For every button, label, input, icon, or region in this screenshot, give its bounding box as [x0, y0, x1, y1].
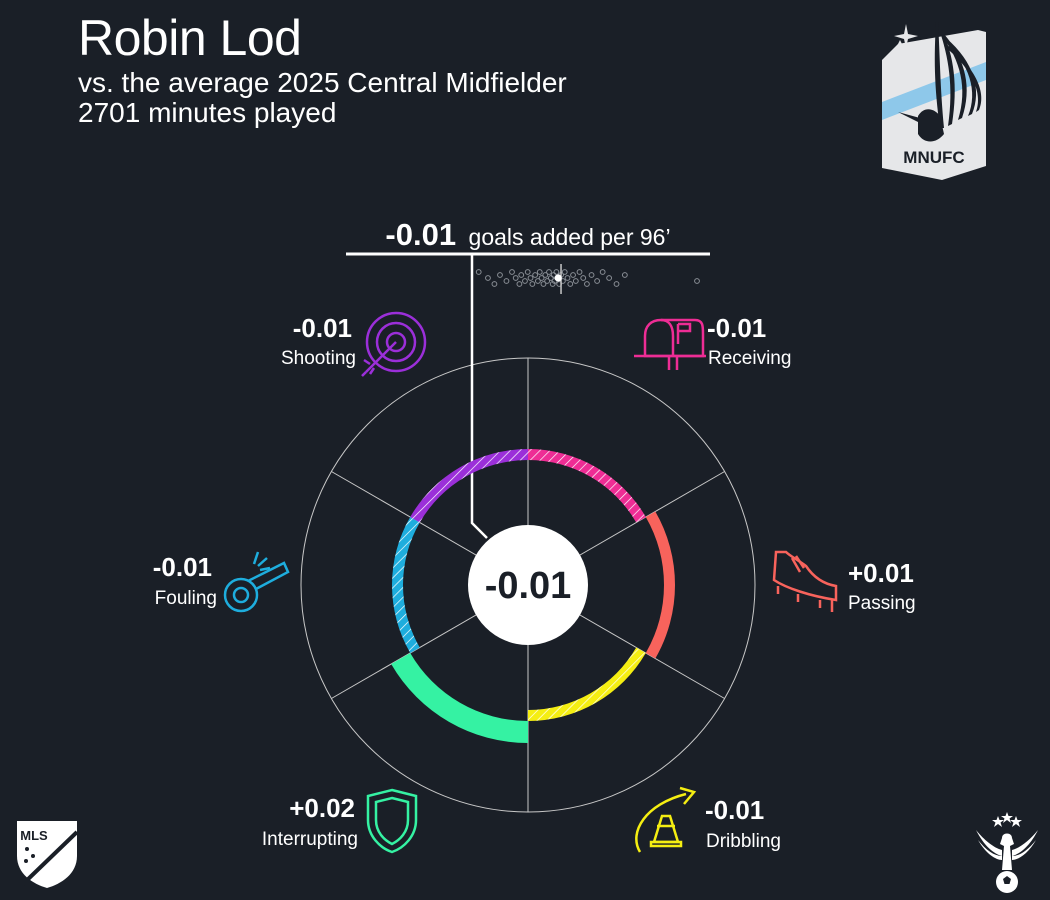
mailbox-icon: [634, 318, 706, 370]
receiving-value: -0.01: [707, 313, 766, 343]
distribution-dot: [546, 269, 552, 275]
total-unit-label: goals added per 96’: [469, 224, 671, 250]
chart-header: Robin Lod vs. the average 2025 Central M…: [78, 8, 567, 128]
interrupting-label: Interrupting: [262, 829, 358, 850]
mls-logo-text: MLS: [20, 828, 48, 843]
category-receiving: -0.01 Receiving: [634, 313, 791, 370]
distribution-dot: [535, 278, 541, 284]
distribution-dot: [536, 269, 543, 275]
distribution-dot: [503, 278, 510, 284]
category-arcs: [391, 449, 675, 743]
distribution-dot: [497, 272, 503, 278]
distribution-dot: [491, 281, 498, 287]
stars-icon: [24, 847, 35, 863]
distribution-dot: [544, 278, 551, 284]
distribution-dot: [580, 275, 587, 281]
distribution-dot: [564, 275, 571, 281]
dribbling-label: Dribbling: [706, 831, 781, 852]
distribution-dot: [516, 281, 523, 287]
dribbling-value: -0.01: [705, 795, 764, 825]
distribution-dot: [512, 275, 519, 281]
distribution-dot: [694, 278, 700, 284]
category-passing: +0.01 Passing: [772, 550, 916, 614]
distribution-dot: [485, 275, 491, 281]
distribution-dot: [529, 281, 536, 287]
distribution-dot: [572, 278, 579, 284]
receiving-arc-hatch: [528, 449, 646, 523]
minutes-played: 2701 minutes played: [78, 97, 337, 128]
distribution-dot: [594, 278, 600, 284]
eagle-soccer-ball-icon: [976, 812, 1038, 893]
loon-icon: [898, 22, 982, 142]
star-icon: [894, 24, 918, 48]
category-dribbling: -0.01 Dribbling: [635, 786, 781, 853]
center-circle: [468, 525, 588, 645]
category-shooting: -0.01 Shooting: [281, 311, 427, 377]
mls-logo: MLS: [17, 821, 79, 888]
distribution-dot: [553, 269, 560, 275]
distribution-dot: [606, 275, 613, 281]
distribution-dot: [524, 269, 531, 275]
shooting-label: Shooting: [281, 348, 356, 369]
distribution-dot: [522, 278, 528, 284]
passing-label: Passing: [848, 593, 916, 614]
dribbling-arc-hatch: [528, 647, 646, 721]
distribution-dot: [542, 272, 549, 278]
distribution-dot: [527, 275, 534, 281]
distribution-dot: [561, 269, 568, 275]
distribution-dot: [518, 272, 525, 278]
distribution-dot: [613, 281, 620, 287]
fouling-label: Fouling: [155, 588, 217, 609]
distribution-dot: [599, 269, 606, 275]
distribution-dot: [576, 269, 583, 275]
category-interrupting: +0.02 Interrupting: [262, 788, 418, 854]
team-logo-text: MNUFC: [903, 148, 964, 167]
shooting-arc-hatch: [410, 449, 528, 523]
total-value-label: -0.01: [385, 217, 456, 252]
cone-icon: [635, 786, 697, 853]
distribution-dot: [475, 269, 482, 275]
category-fouling: -0.01 Fouling: [153, 551, 290, 613]
distribution-dot: [509, 269, 515, 275]
passing-value: +0.01: [848, 558, 914, 588]
whistle-icon: [223, 551, 290, 613]
total-connector-line: [470, 254, 488, 539]
interrupting-value: +0.02: [289, 793, 355, 823]
distribution-dot: [621, 272, 628, 278]
target-icon: [361, 311, 427, 377]
interrupting-arc: [391, 653, 528, 743]
distribution-dot: [567, 281, 574, 287]
passing-arc: [645, 511, 675, 659]
distribution-dot: [584, 281, 590, 287]
fouling-arc-hatch: [392, 517, 420, 653]
distribution-dot: [540, 281, 547, 287]
center-total-label: -0.01: [485, 565, 572, 607]
fouling-value: -0.01: [153, 552, 212, 582]
distribution-dot: [570, 272, 576, 278]
team-logo: MNUFC: [882, 22, 986, 180]
player-name: Robin Lod: [78, 10, 302, 66]
receiving-label: Receiving: [708, 348, 791, 369]
shooting-value: -0.01: [293, 313, 352, 343]
shield-icon: [366, 788, 418, 854]
player-marker: [554, 274, 562, 282]
distribution-dot: [532, 272, 539, 278]
distribution-dot: [588, 272, 595, 278]
subtitle: vs. the average 2025 Central Midfielder: [78, 67, 567, 98]
cleat-icon: [772, 550, 838, 612]
total-value-title: -0.01 goals added per 96’: [385, 217, 670, 252]
distribution-dot: [538, 275, 545, 281]
distribution-strip: [475, 264, 700, 294]
